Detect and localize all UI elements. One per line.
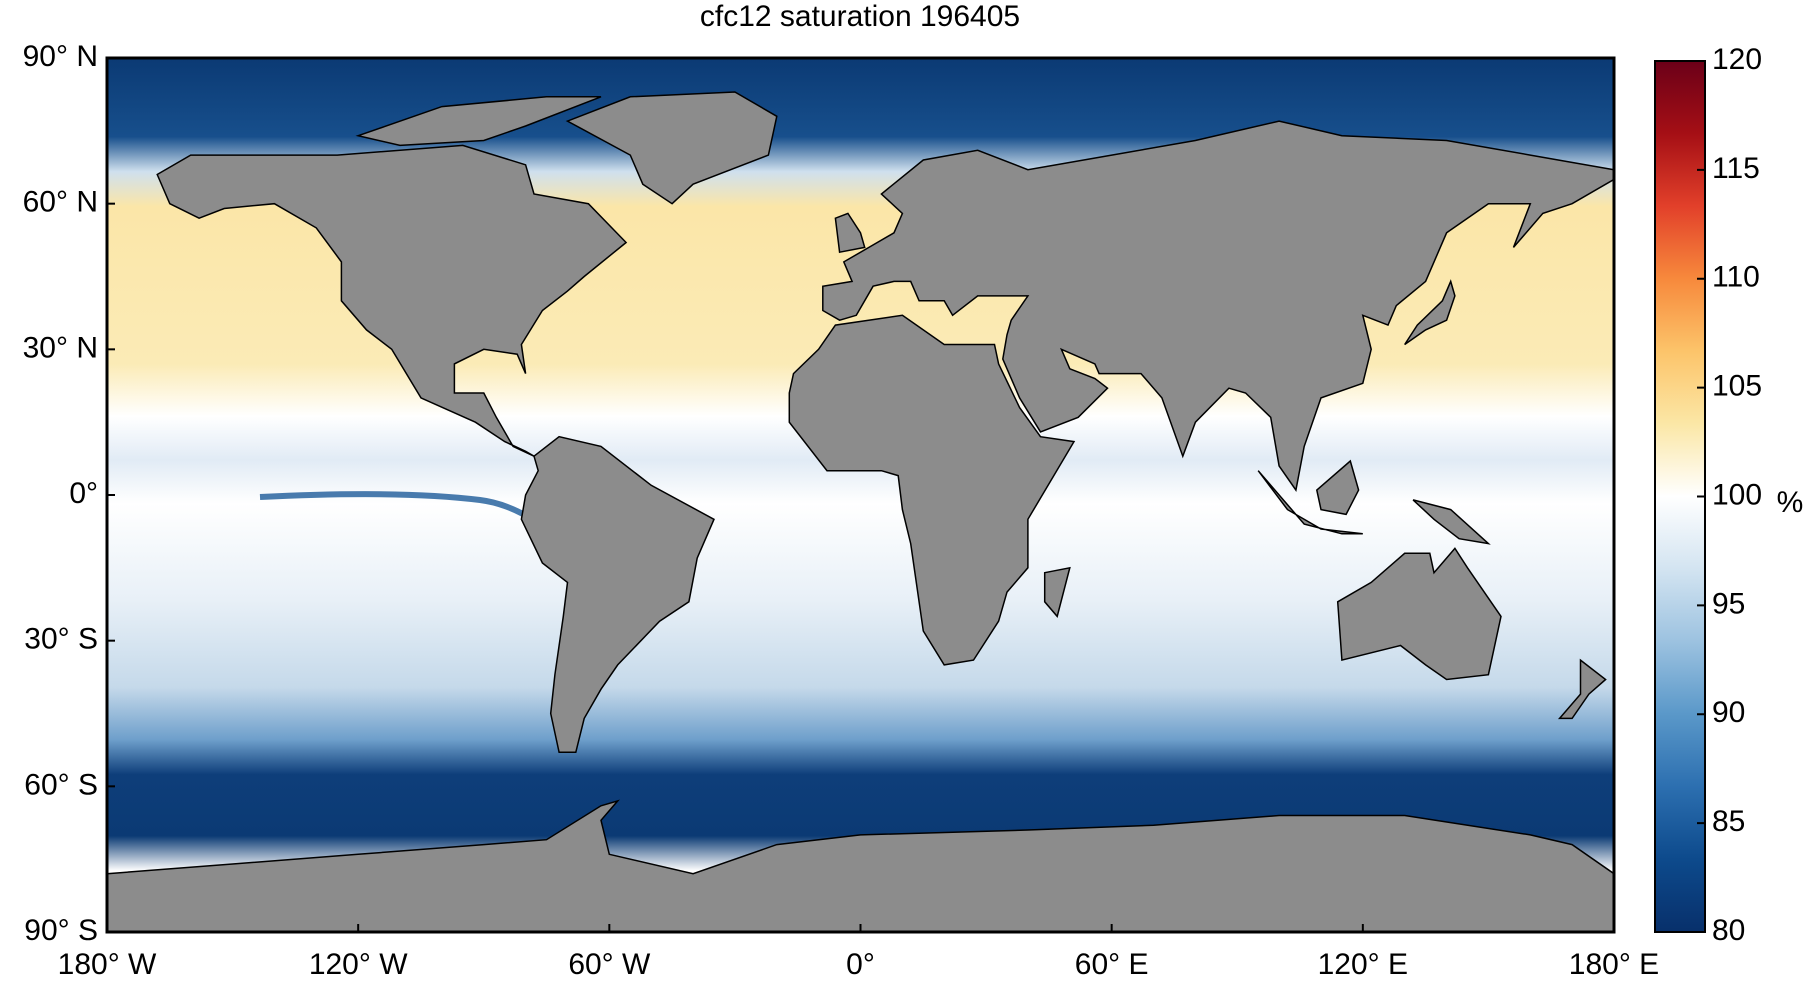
x-tick-label: 60° E [1075, 948, 1149, 981]
y-tick-label: 90° S [24, 914, 98, 947]
y-tick-label: 30° N [23, 331, 98, 364]
greenland [565, 91, 778, 205]
map-title: cfc12 saturation 196405 [700, 0, 1020, 33]
madagascar [1043, 566, 1071, 618]
colorbar-tick-label: 105 [1712, 370, 1762, 403]
colorbar-tick-label: 80 [1712, 914, 1745, 947]
colorbar-tick-label: 95 [1712, 587, 1745, 620]
eurasia [822, 120, 1615, 492]
indonesia [1257, 470, 1363, 535]
colorbar-tick-label: 90 [1712, 696, 1745, 729]
colorbar-tick-label: 100 [1712, 478, 1762, 511]
x-tick-label: 0° [846, 948, 875, 981]
colorbar [1654, 60, 1706, 933]
x-tick-label: 180° W [58, 948, 157, 981]
y-tick-label: 60° S [24, 768, 98, 801]
borneo [1315, 459, 1360, 516]
new-zealand [1557, 658, 1607, 720]
land [106, 91, 1615, 933]
colorbar-tick-label: 110 [1712, 261, 1760, 294]
africa [788, 314, 1076, 666]
x-tick-label: 120° E [1318, 948, 1408, 981]
y-tick-label: 30° S [24, 623, 98, 656]
y-tick-label: 90° N [23, 40, 98, 73]
japan [1404, 279, 1456, 346]
antarctica [106, 799, 1615, 933]
y-tick-label: 60° N [23, 186, 98, 219]
x-tick-label: 180° E [1569, 948, 1659, 981]
colorbar-tick-label: 120 [1712, 43, 1762, 76]
uk [834, 212, 866, 254]
north-america [156, 144, 628, 457]
y-tick-label: 0° [69, 477, 98, 510]
x-tick-label: 120° W [309, 948, 408, 981]
colorbar-label: % [1777, 486, 1804, 519]
colorbar-tick-label: 115 [1712, 152, 1760, 185]
south-america [520, 435, 715, 754]
x-tick-label: 60° W [568, 948, 651, 981]
canadian-islands [355, 96, 602, 147]
colorbar-tick-label: 85 [1712, 805, 1745, 838]
new-guinea [1412, 499, 1491, 545]
australia [1336, 547, 1502, 681]
